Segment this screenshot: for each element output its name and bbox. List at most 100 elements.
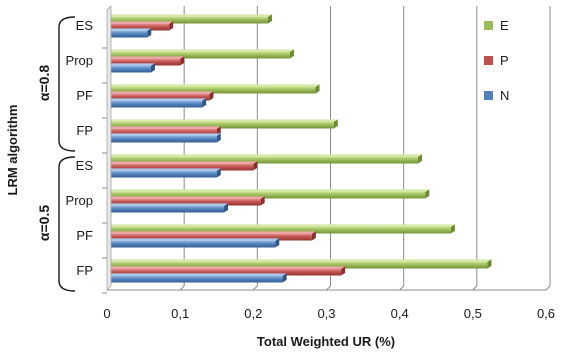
bar-P-fp <box>107 129 217 136</box>
bar-end-P <box>311 231 316 241</box>
bar-top-P <box>107 56 185 59</box>
bar-top-P <box>107 126 221 129</box>
bar-end-E <box>487 259 492 269</box>
bar-end-E <box>417 154 422 164</box>
bar-top-N <box>107 273 287 276</box>
bar-E-es <box>107 17 268 24</box>
x-axis-title: Total Weighted UR (%) <box>257 334 395 349</box>
bar-E-prop <box>107 52 290 59</box>
x-tick-label: 0,6 <box>537 306 555 321</box>
axes: 0 0,1 0,2 0,3 0,4 0,5 0,6 <box>102 5 555 321</box>
bar-end-P <box>341 266 346 276</box>
bar-top-N <box>107 133 221 136</box>
bar-N-fp <box>107 276 283 283</box>
bar-end-N <box>216 133 221 143</box>
bar-end-N <box>202 98 207 108</box>
category-labels: ES Prop PF FP ES Prop PF FP <box>66 18 94 278</box>
gridline-foot <box>326 285 331 291</box>
bar-P-es <box>107 164 254 171</box>
bar-end-P <box>180 56 185 66</box>
bars <box>107 14 492 283</box>
bar-P-prop <box>107 59 181 66</box>
bar-E-fp <box>107 122 334 129</box>
bar-E-pf <box>107 227 451 234</box>
bar-top-N <box>107 98 207 101</box>
legend-label-P: P <box>500 53 509 68</box>
bar-top-E <box>107 259 492 262</box>
group-label: α=0.5 <box>36 205 52 241</box>
category-label: Prop <box>66 193 93 208</box>
bar-P-pf <box>107 94 210 101</box>
bar-end-P <box>216 126 221 136</box>
bar-top-N <box>107 168 221 171</box>
category-label: FP <box>76 263 93 278</box>
gridline-foot <box>472 285 478 291</box>
category-label: PF <box>76 88 93 103</box>
x-tick-label: 0,5 <box>464 306 482 321</box>
gridline-foot <box>179 285 185 291</box>
bar-top-E <box>107 84 320 87</box>
x-tick-label: 0,2 <box>244 306 262 321</box>
x-tick-label: 0 <box>103 306 110 321</box>
legend-swatch-P <box>484 56 493 65</box>
group-bracket <box>58 156 76 292</box>
bar-end-E <box>315 84 320 94</box>
gridline-foot <box>545 285 551 291</box>
bar-N-pf <box>107 241 276 248</box>
bar-top-E <box>107 224 455 227</box>
x-tick-label: 0,1 <box>171 306 189 321</box>
bar-N-es <box>107 171 217 178</box>
bar-end-E <box>333 119 338 129</box>
bar-top-E <box>107 49 294 52</box>
bar-end-E <box>267 14 272 24</box>
bar-top-P <box>107 21 174 24</box>
bar-top-P <box>107 196 265 199</box>
bar-N-pf <box>107 101 203 108</box>
legend: E P N <box>484 18 509 103</box>
legend-label-N: N <box>500 88 509 103</box>
bar-top-N <box>107 63 155 66</box>
bar-P-es <box>107 24 170 31</box>
bar-N-fp <box>107 136 217 143</box>
bar-end-E <box>425 189 430 199</box>
bar-end-N <box>282 273 287 283</box>
bar-top-N <box>107 203 229 206</box>
bar-end-E <box>450 224 455 234</box>
bar-end-P <box>209 91 214 101</box>
group-label: α=0.8 <box>36 65 52 101</box>
bar-P-prop <box>107 199 261 206</box>
bar-top-E <box>107 14 272 17</box>
bar-N-prop <box>107 66 151 73</box>
x-tick-label: 0,4 <box>391 306 409 321</box>
x-tick-label: 0,3 <box>317 306 335 321</box>
bar-top-E <box>107 119 338 122</box>
bar-P-pf <box>107 234 312 241</box>
bar-top-N <box>107 238 280 241</box>
group-bracket <box>58 16 76 152</box>
bar-end-E <box>289 49 294 59</box>
bar-end-N <box>150 63 155 73</box>
bar-top-P <box>107 161 258 164</box>
gridline-foot <box>252 285 258 291</box>
bar-top-N <box>107 28 152 31</box>
bar-end-P <box>169 21 174 31</box>
gridline-foot <box>399 285 405 291</box>
bar-end-N <box>224 203 229 213</box>
group-labels: α=0.8 α=0.5 <box>36 16 76 292</box>
bar-N-prop <box>107 206 225 213</box>
bar-end-N <box>147 28 152 38</box>
bar-top-E <box>107 154 422 157</box>
category-label: FP <box>76 123 93 138</box>
category-label: ES <box>76 18 94 33</box>
legend-label-E: E <box>500 18 509 33</box>
bar-end-N <box>216 168 221 178</box>
bar-top-E <box>107 189 430 192</box>
legend-swatch-E <box>484 21 493 30</box>
bar-P-fp <box>107 269 342 276</box>
y-axis-title: LRM algorithm <box>5 105 20 196</box>
axis-wall <box>106 5 112 291</box>
bar-E-fp <box>107 262 488 269</box>
bar-top-P <box>107 91 214 94</box>
bar-top-P <box>107 266 346 269</box>
